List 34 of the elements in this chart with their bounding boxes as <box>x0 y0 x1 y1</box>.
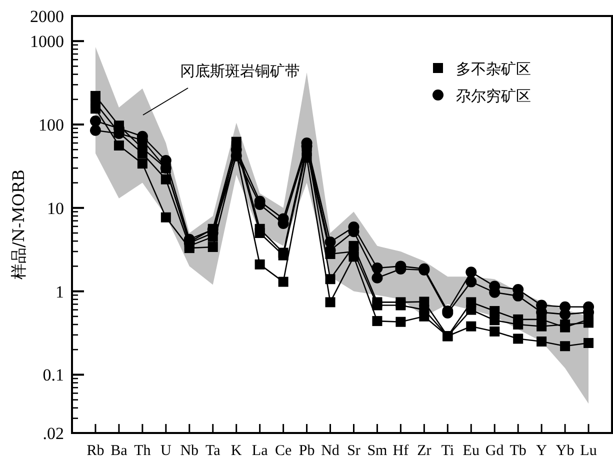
y-tick-label: 1 <box>56 282 64 302</box>
annotation: 冈底斯斑岩铜矿带 <box>142 62 300 116</box>
x-tick-label: Tb <box>510 443 526 459</box>
legend-label: 多不杂矿区 <box>456 60 531 78</box>
y-tick-label: .02 <box>42 424 64 443</box>
x-tick-label: Eu <box>462 443 480 459</box>
x-tick-label: Rb <box>86 443 104 459</box>
x-tick-label: Nd <box>321 443 340 459</box>
x-tick-label: Y <box>536 443 548 459</box>
y-tick-label: 1000 <box>30 32 64 52</box>
legend-label: 尕尔穷矿区 <box>456 87 531 105</box>
x-tick-label: Sr <box>347 443 360 459</box>
x-tick-label: Nb <box>180 443 199 459</box>
x-tick-label: Ta <box>205 443 221 459</box>
x-tick-label: U <box>160 443 172 459</box>
x-tick-label: Ce <box>274 443 292 459</box>
y-axis-title: 样品/N-MORB <box>9 169 28 280</box>
x-tick-label: La <box>252 443 268 459</box>
x-tick-label: Ti <box>441 443 454 459</box>
y-tick-label: 0.1 <box>42 366 64 385</box>
x-tick-label: Th <box>134 443 152 459</box>
y-tick-label: 100 <box>38 116 64 135</box>
y-tick-label: 2000 <box>30 7 64 26</box>
x-tick-label: Yb <box>556 443 574 459</box>
x-tick-label: Zr <box>417 443 432 459</box>
x-tick-label: Ba <box>110 443 128 459</box>
x-tick-label: Sm <box>367 443 388 459</box>
x-tick-label: Gd <box>485 443 504 459</box>
x-tick-label: K <box>230 443 242 459</box>
x-tick-label: Pb <box>298 443 315 459</box>
y-tick-label: 10 <box>47 198 64 218</box>
x-tick-label: Hf <box>392 443 409 459</box>
annotation: 冈底斯斑岩铜矿带 <box>180 62 300 80</box>
x-tick-label: Lu <box>580 443 598 459</box>
